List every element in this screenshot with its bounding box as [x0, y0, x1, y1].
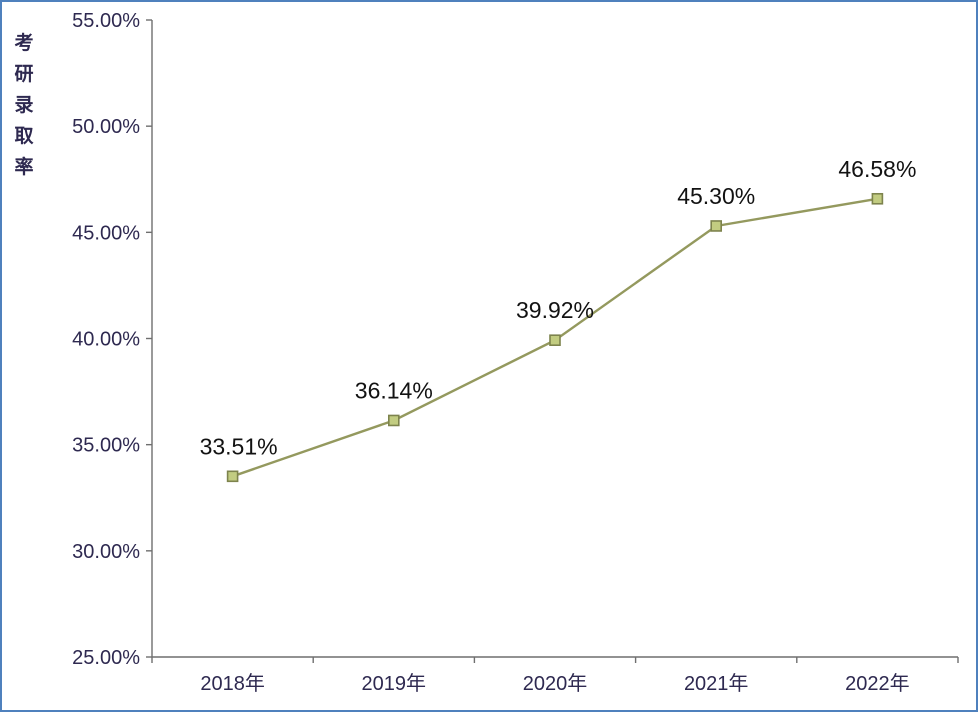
y-tick-label: 50.00%: [72, 116, 140, 138]
data-point-label: 46.58%: [838, 156, 916, 182]
x-tick-label: 2021年: [684, 672, 749, 695]
data-point-marker: [871, 192, 884, 205]
data-point-marker: [387, 414, 400, 427]
x-tick-label: 2019年: [362, 672, 427, 695]
y-tick-label: 30.00%: [72, 541, 140, 563]
x-tick-label: 2018年: [200, 672, 265, 695]
data-point-label: 36.14%: [355, 377, 433, 403]
data-point-label: 45.30%: [677, 183, 755, 209]
y-tick-label: 45.00%: [72, 222, 140, 244]
y-tick-label: 55.00%: [72, 10, 140, 32]
y-tick-label: 40.00%: [72, 329, 140, 351]
data-point-label: 33.51%: [200, 433, 278, 459]
x-tick-label: 2022年: [845, 672, 910, 695]
data-point-marker: [226, 470, 239, 483]
y-tick-label: 35.00%: [72, 435, 140, 457]
x-tick-label: 2020年: [523, 672, 588, 695]
data-point-label: 39.92%: [516, 297, 594, 323]
y-tick-label: 25.00%: [72, 647, 140, 669]
y-axis-title: 考研录取率: [14, 33, 34, 178]
data-point-marker: [710, 220, 723, 232]
data-point-marker: [549, 334, 561, 346]
